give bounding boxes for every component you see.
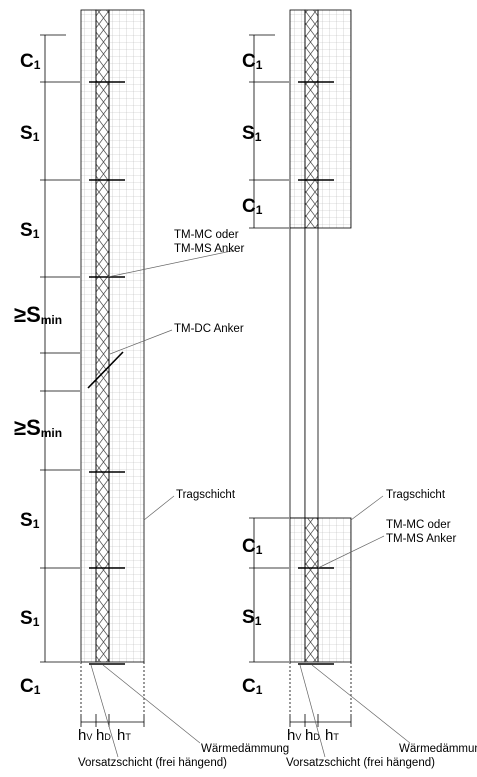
dim-label-c1: C1 xyxy=(20,51,41,72)
right-gap-daemmung xyxy=(304,227,319,519)
right-leaders xyxy=(299,495,411,758)
label-ht: hT xyxy=(325,727,339,744)
callout-tragschicht: Tragschicht xyxy=(176,489,236,501)
right-dimension-labels: C1 S1 C1 C1 S1 C1 xyxy=(242,51,263,697)
callout-mc-anchor-line1: TM-MC oder xyxy=(174,229,239,241)
label-hd: hD xyxy=(305,727,320,744)
label-vorsatzschicht: Vorsatzschicht (frei hängend) xyxy=(286,757,435,769)
label-ht: hT xyxy=(117,727,131,744)
dim-label-c1: C1 xyxy=(242,51,263,72)
left-dimension-line xyxy=(40,34,80,663)
dim-label-c1: C1 xyxy=(242,676,263,697)
right-waermedaemmung-upper xyxy=(304,9,319,229)
right-tragschicht-lower xyxy=(317,517,352,663)
label-waermedaemmung: Wärmedämmung xyxy=(201,743,289,755)
dim-label-s1: S1 xyxy=(20,510,40,531)
dim-label-s1: S1 xyxy=(20,220,40,241)
left-dimension-labels: C1 S1 S1 ≥Smin ≥Smin S1 S1 C1 xyxy=(14,51,62,697)
dim-label-s1: S1 xyxy=(20,123,40,144)
dim-label-c1: C1 xyxy=(242,536,263,557)
left-vorsatzschicht xyxy=(80,9,97,663)
right-wall-section xyxy=(249,9,411,758)
dim-label-s1: S1 xyxy=(20,608,40,629)
left-anchors xyxy=(87,81,125,665)
callout-dc-anchor: TM-DC Anker xyxy=(174,323,244,335)
dim-label-s1: S1 xyxy=(242,123,262,144)
right-layer-dimension xyxy=(289,662,352,727)
right-callouts: Tragschicht TM-MC oder TM-MS Anker Wärme… xyxy=(286,489,477,769)
callout-tragschicht: Tragschicht xyxy=(386,489,446,501)
label-hv: hV xyxy=(78,727,92,744)
left-tragschicht xyxy=(108,9,145,663)
right-dimension-line xyxy=(249,34,289,663)
right-anchors xyxy=(298,81,334,665)
label-hd: hD xyxy=(96,727,111,744)
dim-label-c1: C1 xyxy=(20,676,41,697)
right-vorsatzschicht-lower xyxy=(289,517,306,663)
right-vorsatzschicht-upper xyxy=(289,9,306,229)
right-waermedaemmung-lower xyxy=(304,517,319,663)
right-gap-vorsatz xyxy=(289,227,306,519)
label-waermedaemmung: Wärmedämmung xyxy=(399,743,477,755)
right-layer-labels: hV hD hT xyxy=(287,727,339,744)
right-tragschicht-upper xyxy=(317,9,352,229)
callout-mc-anchor-line2: TM-MS Anker xyxy=(386,533,456,545)
callout-mc-anchor-line1: TM-MC oder xyxy=(386,519,451,531)
dim-label-c1: C1 xyxy=(242,196,263,217)
left-layer-dimension xyxy=(80,662,145,727)
left-leaders xyxy=(90,249,237,758)
left-wall-section xyxy=(40,9,237,758)
callout-mc-anchor-line2: TM-MS Anker xyxy=(174,243,244,255)
label-vorsatzschicht: Vorsatzschicht (frei hängend) xyxy=(78,757,227,769)
dim-label-smin: ≥Smin xyxy=(14,302,62,327)
label-hv: hV xyxy=(287,727,301,744)
dim-label-s1: S1 xyxy=(242,607,262,628)
dc-anchor xyxy=(87,351,124,389)
left-layer-labels: hV hD hT xyxy=(78,727,131,744)
left-callouts: TM-MC oder TM-MS Anker TM-DC Anker Trags… xyxy=(78,229,289,769)
dim-label-smin: ≥Smin xyxy=(14,415,62,440)
left-waermedaemmung xyxy=(95,9,110,663)
